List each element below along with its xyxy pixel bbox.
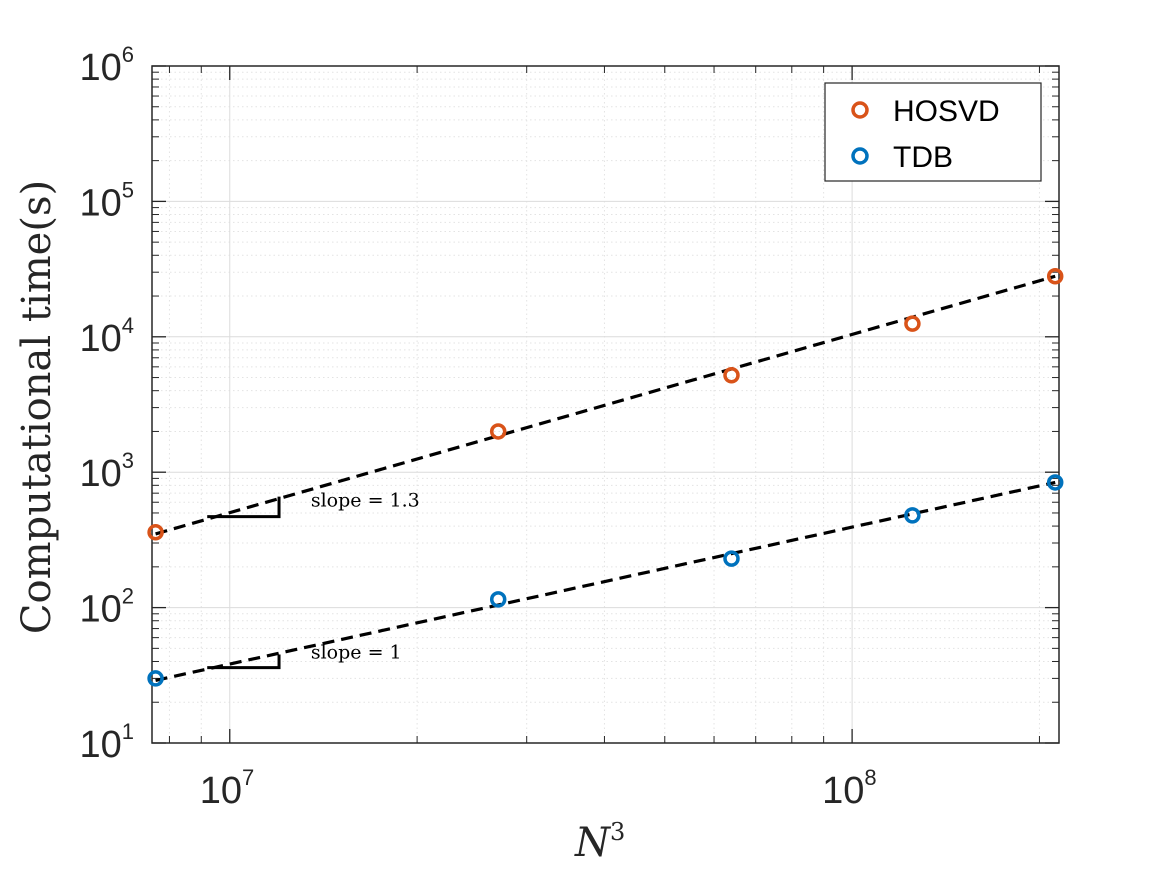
point-tdb xyxy=(1046,474,1064,491)
y-tick-label: 105 xyxy=(79,177,134,224)
y-tick-label: 102 xyxy=(79,584,134,631)
x-axis-title-base: N xyxy=(574,820,612,866)
data-markers xyxy=(147,268,1064,687)
annotations: slope = 1.3 slope = 1 xyxy=(311,489,420,663)
plot-frame xyxy=(151,65,1060,744)
slope-annotation-0: slope = 1.3 xyxy=(311,489,420,511)
x-tick-label: 107 xyxy=(200,765,255,812)
point-hosvd xyxy=(904,315,921,332)
y-axis-title: Computational time(s) xyxy=(14,180,60,634)
y-tick-label: 103 xyxy=(79,448,134,495)
slope-triangle-0 xyxy=(207,496,281,519)
slope-triangles xyxy=(207,496,281,670)
x-tick-labels: 107 108 xyxy=(200,765,877,812)
y-tick-label: 104 xyxy=(79,313,134,360)
fit-line-0 xyxy=(155,274,1056,536)
y-tick-labels: 101 102 103 104 105 106 xyxy=(79,42,134,766)
point-hosvd xyxy=(1046,268,1064,285)
legend-marker-hosvd xyxy=(851,101,869,119)
point-tdb xyxy=(147,670,164,687)
legend: HOSVD TDB xyxy=(824,82,1042,182)
slope-triangle-1 xyxy=(207,654,281,670)
y-tick-label: 106 xyxy=(79,42,134,89)
point-tdb xyxy=(904,507,921,524)
x-axis-title-exp: 3 xyxy=(610,818,625,846)
point-hosvd xyxy=(723,367,740,384)
point-hosvd xyxy=(489,423,507,440)
slope-annotation-1: slope = 1 xyxy=(311,642,402,664)
legend-label-hosvd: HOSVD xyxy=(893,95,1000,128)
point-tdb xyxy=(723,550,740,567)
x-tick-label: 108 xyxy=(822,765,877,812)
legend-marker-tdb xyxy=(851,147,869,165)
point-tdb xyxy=(489,591,507,608)
x-axis-title: N3 xyxy=(574,818,625,866)
axis-ticks xyxy=(152,65,1059,744)
legend-label-tdb: TDB xyxy=(893,141,953,174)
y-tick-label: 101 xyxy=(79,719,134,766)
point-hosvd xyxy=(147,524,164,541)
